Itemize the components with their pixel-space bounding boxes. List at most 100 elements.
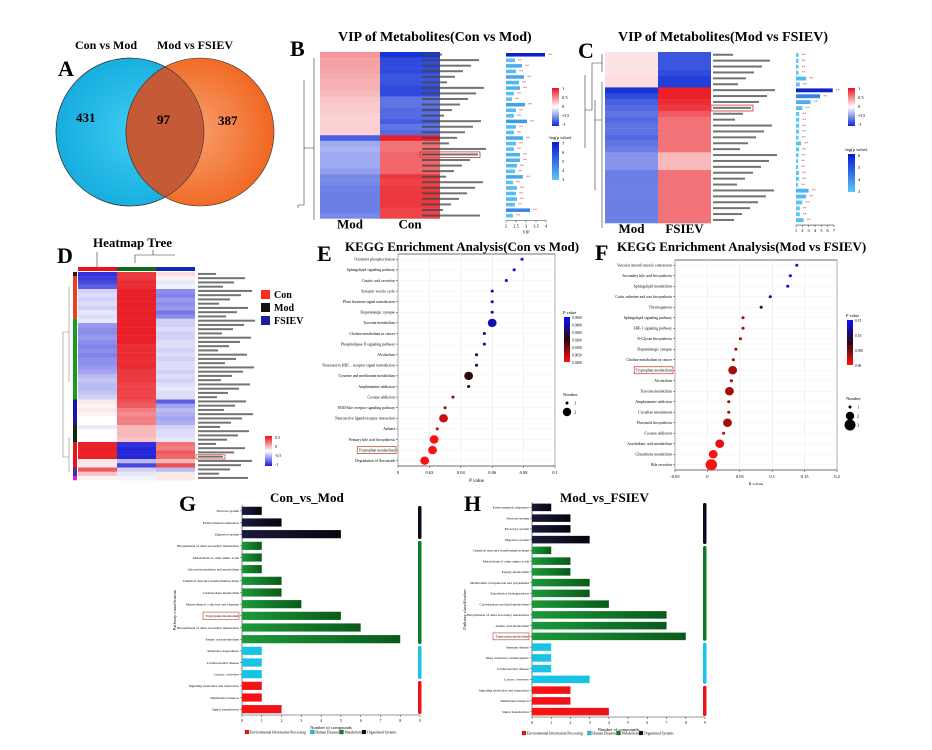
heatmap-cell — [320, 185, 380, 191]
heatmap-cell — [320, 201, 380, 208]
vip-bar — [796, 141, 802, 146]
pvalue-scale-tick: 4 — [858, 177, 861, 182]
heatmap-cell — [117, 293, 156, 298]
row-group-bar — [73, 272, 77, 277]
vip-tick-label: 7 — [833, 228, 836, 233]
panel-f-title: KEGG Enrichment Analysis(Mod vs FSIEV) — [617, 239, 867, 254]
vip-significance: ** — [518, 58, 522, 63]
heatmap-cell — [380, 163, 440, 169]
heatmap-cell — [156, 327, 195, 332]
vip-bar — [506, 141, 516, 146]
venn-value-con-only: 431 — [76, 110, 96, 125]
heatmap-cell — [380, 157, 440, 164]
vip-bar — [506, 180, 513, 185]
heatmap-cell — [156, 429, 195, 434]
metabolite-label — [198, 417, 242, 420]
heatmap-cell — [78, 323, 117, 328]
vip-significance: ** — [519, 191, 523, 196]
category-label: Substance dependence — [207, 649, 239, 653]
metabolite-label — [713, 165, 761, 168]
heatmap-cell — [380, 74, 440, 80]
category-label: Metabolism of other amino acids — [483, 559, 530, 563]
category-label: Asthma — [383, 427, 395, 431]
heatmap-cell — [658, 105, 711, 112]
category-label: Chemical structure transformation maps — [183, 579, 240, 583]
panel-b-title: VIP of Metabolites(Con vs Mod) — [338, 30, 532, 45]
heatmap-cell — [658, 128, 711, 135]
bar — [532, 578, 590, 587]
data-point — [474, 353, 479, 357]
heatmap-cell — [658, 211, 711, 218]
vip-bar — [506, 58, 515, 63]
heatmap-cell — [380, 107, 440, 114]
category-label: Tyrosine metabolism — [640, 390, 672, 394]
data-point — [788, 274, 792, 278]
vip-bar — [796, 82, 800, 87]
heatmap-cell — [658, 164, 711, 171]
category-label: Biosynthesis of other secondary metaboli… — [177, 626, 239, 630]
color-scale-tick: -0.5 — [275, 453, 281, 458]
heatmap-cell — [78, 327, 117, 332]
legend-swatch — [310, 729, 315, 735]
heatmap-cell — [658, 152, 711, 159]
color-legend-tick: 0.15 — [855, 319, 861, 323]
heatmap-cell — [320, 168, 380, 175]
heatmap-cell — [117, 314, 156, 319]
heatmap-cell — [320, 85, 380, 92]
bar — [242, 530, 341, 539]
color-scale-tick: -1 — [858, 122, 862, 127]
heatmap-cell — [117, 297, 156, 302]
metabolite-label — [198, 374, 232, 377]
bar — [242, 635, 401, 644]
color-legend-tick: 0.0300 — [572, 331, 582, 335]
metabolite-label — [198, 311, 237, 314]
heatmap-cell — [78, 386, 117, 392]
heatmap-cell — [78, 408, 117, 413]
metabolite-label — [198, 353, 247, 356]
x-tick-label: 9 — [419, 719, 421, 723]
vip-significance: ** — [528, 102, 532, 107]
heatmap-cell — [117, 310, 156, 315]
bar — [532, 664, 552, 673]
heatmap-cell — [320, 190, 380, 197]
x-tick-label: 0 — [241, 719, 243, 723]
heatmap-cell — [380, 96, 440, 103]
panel-h-svg: 0 1 2 3 4 5 6 7 8 9 Number of compounds Pathway cla… — [462, 502, 707, 736]
heatmap-cell — [605, 93, 658, 100]
heatmap-cell — [658, 134, 711, 141]
x-tick-label: 7 — [379, 719, 381, 723]
legend-swatch — [521, 730, 527, 736]
heatmap-cell — [605, 217, 658, 224]
heatmap-cell — [320, 79, 380, 86]
panel-c-title: VIP of Metabolites(Mod vs FSIEV) — [618, 30, 828, 45]
panel-f-kegg-scatter: KEGG Enrichment Analysis(Mod vs FSIEV) -… — [595, 235, 932, 485]
category-label: HIF-1 signaling pathway — [634, 327, 672, 331]
metabolite-label — [713, 118, 735, 121]
x-tick-label: 2 — [281, 719, 283, 723]
vip-significance: ** — [802, 123, 806, 128]
metabolite-label — [713, 112, 743, 115]
highlight-box — [202, 611, 240, 620]
data-point — [727, 400, 731, 404]
vip-bar — [506, 108, 516, 113]
column-color-bar — [156, 267, 195, 271]
vip-tick-label: 1 — [795, 228, 797, 233]
dendrogram-branch — [584, 54, 603, 228]
heatmap-cell — [605, 175, 658, 182]
metabolite-label — [198, 306, 248, 309]
heatmap-cell — [380, 201, 440, 208]
category-label: Cocaine addiction — [367, 395, 395, 399]
metabolite-label — [198, 340, 240, 343]
metabolite-label — [198, 400, 246, 403]
bar — [532, 600, 609, 608]
panel-h-title: Mod_vs_FSIEV — [560, 490, 649, 505]
metabolite-label — [422, 120, 481, 123]
heatmap-cell — [380, 63, 440, 69]
x-tick-label: -0.05 — [670, 474, 680, 479]
x-axis-label: P value — [749, 483, 764, 485]
category-label: Dopaminergic synapse — [360, 311, 395, 315]
row-group-bar — [73, 318, 77, 400]
heatmap-cell — [320, 207, 380, 214]
heatmap-cell — [658, 158, 711, 165]
vip-bar — [506, 158, 520, 162]
